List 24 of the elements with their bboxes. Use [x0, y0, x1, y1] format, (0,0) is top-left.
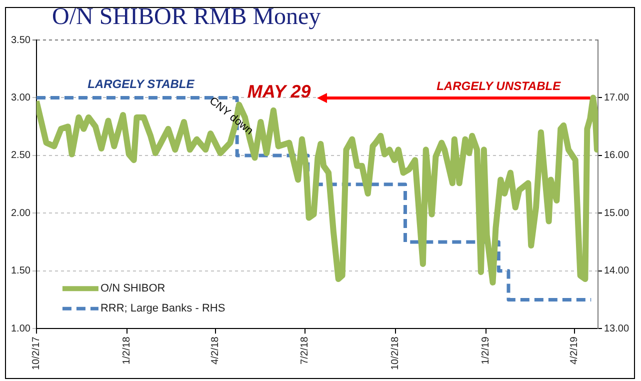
y-tick-label: 3.50 [10, 34, 31, 46]
legend-label: RRR; Large Banks - RHS [100, 302, 226, 315]
y2-tick-label: 13.00 [604, 323, 630, 334]
y-tick-label: 2.00 [10, 208, 31, 219]
annotation: LARGELY STABLE [88, 77, 196, 92]
annotation: LARGELY UNSTABLE [436, 79, 562, 94]
y-tick-label: 3.00 [10, 92, 31, 104]
x-tick-label: 1/2/18 [122, 336, 133, 364]
y2-tick-label: 14.00 [604, 266, 630, 277]
chart-title: O/N SHIBOR RMB Money [52, 4, 321, 31]
x-tick-label: 4/2/19 [569, 336, 580, 364]
x-tick-label: 10/2/17 [31, 336, 42, 370]
y2-tick-label: 16.00 [604, 150, 630, 162]
y-tick-label: 1.50 [10, 266, 31, 277]
y-tick-label: 2.50 [10, 150, 31, 162]
x-tick-label: 10/2/18 [390, 336, 402, 370]
y2-tick-label: 17.00 [604, 92, 630, 104]
x-tick-label: 1/2/19 [480, 336, 492, 364]
y-tick-label: 1.00 [10, 323, 31, 334]
x-tick-label: 7/2/18 [300, 336, 311, 364]
y2-tick-label: 15.00 [604, 208, 630, 219]
annotation: MAY 29 [247, 82, 311, 102]
x-tick-label: 4/2/18 [210, 336, 222, 364]
legend-label: O/N SHIBOR [100, 282, 166, 295]
